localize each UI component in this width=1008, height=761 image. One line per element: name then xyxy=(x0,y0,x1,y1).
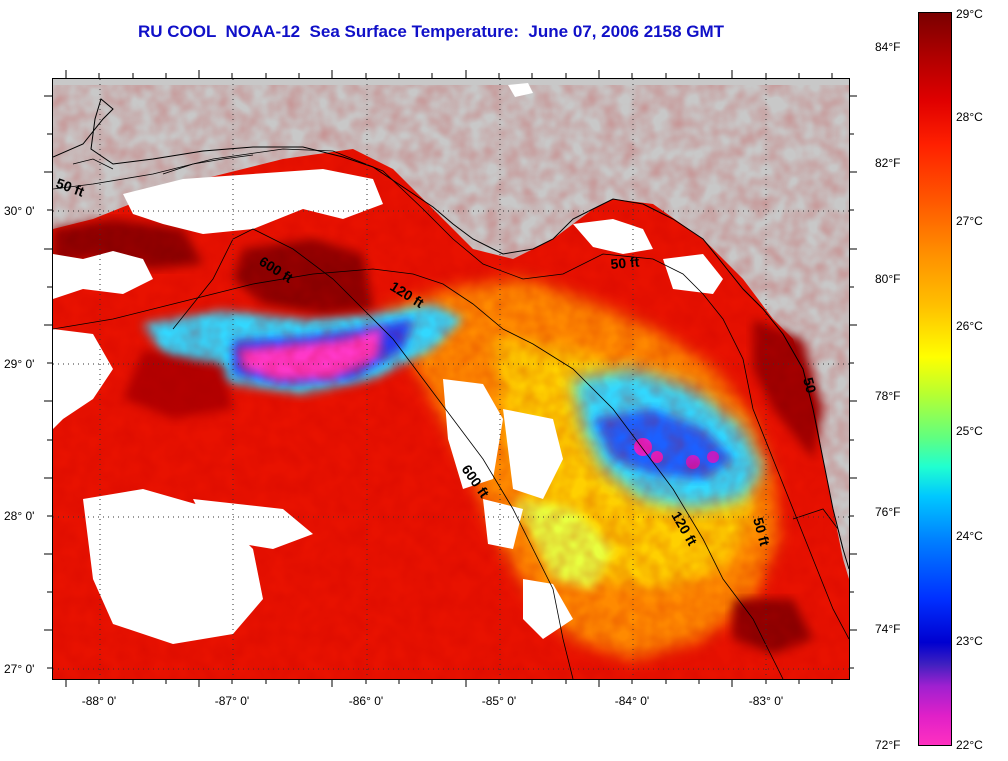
sst-map-graphic: 50 ft 600 ft 120 ft 50 ft 600 ft 120 ft … xyxy=(53,79,849,679)
colorbar-fahrenheit-label: 84°F xyxy=(875,40,901,54)
coastline xyxy=(162,154,254,175)
lat-label: 30° 0' xyxy=(4,204,35,218)
lon-label: -86° 0' xyxy=(348,694,384,708)
contour-600ft-line xyxy=(172,228,574,679)
colorbar-celsius-label: 24°C xyxy=(956,529,983,543)
lon-label: -87° 0' xyxy=(214,694,250,708)
cloud-patch xyxy=(483,499,523,549)
cloud-patch xyxy=(53,251,153,299)
cloud-patch xyxy=(573,219,653,254)
cloud-patch xyxy=(503,409,563,499)
coastline xyxy=(792,508,844,550)
colorbar-fahrenheit-label: 72°F xyxy=(875,738,901,752)
colorbar-celsius-label: 29°C xyxy=(956,7,983,21)
colorbar-fahrenheit-label: 82°F xyxy=(875,156,901,170)
colorbar-fahrenheit-label: 78°F xyxy=(875,389,901,403)
coastline xyxy=(53,98,849,570)
colorbar-celsius-label: 26°C xyxy=(956,319,983,333)
contour-label: 50 ft xyxy=(610,254,640,272)
coastline xyxy=(72,158,114,170)
colorbar-celsius-label: 22°C xyxy=(956,738,983,752)
contour-label: 50 ft xyxy=(750,516,773,548)
colorbar-fahrenheit-label: 76°F xyxy=(875,505,901,519)
contour-120ft-line xyxy=(53,268,784,679)
cloud-patch xyxy=(443,379,503,489)
lon-label: -84° 0' xyxy=(614,694,650,708)
graticule xyxy=(53,79,849,679)
cloud-patch xyxy=(508,83,533,97)
colorbar-celsius-label: 28°C xyxy=(956,110,983,124)
contour-label: 50 xyxy=(800,376,820,395)
colorbar-celsius-label: 25°C xyxy=(956,424,983,438)
lon-label: -85° 0' xyxy=(481,694,517,708)
colorbar-celsius-label: 27°C xyxy=(956,214,983,228)
lat-label: 27° 0' xyxy=(4,662,35,676)
cloud-patch xyxy=(193,499,313,549)
cloud-patch xyxy=(523,579,573,639)
lat-label: 29° 0' xyxy=(4,357,35,371)
colorbar-celsius-label: 23°C xyxy=(956,634,983,648)
cloud-patch xyxy=(123,169,383,234)
cloud-patch xyxy=(663,254,723,294)
lat-label: 28° 0' xyxy=(4,509,35,523)
lon-label: -88° 0' xyxy=(81,694,117,708)
colorbar-fahrenheit-label: 74°F xyxy=(875,622,901,636)
map-title: RU COOL NOAA-12 Sea Surface Temperature:… xyxy=(137,22,725,41)
lon-label: -83° 0' xyxy=(748,694,784,708)
colorbar-fahrenheit-label: 80°F xyxy=(875,272,901,286)
contour-50ft-line xyxy=(53,148,849,640)
sst-map: 50 ft 600 ft 120 ft 50 ft 600 ft 120 ft … xyxy=(52,78,850,680)
cloud-patch xyxy=(53,329,113,429)
temperature-colorbar xyxy=(918,12,952,746)
